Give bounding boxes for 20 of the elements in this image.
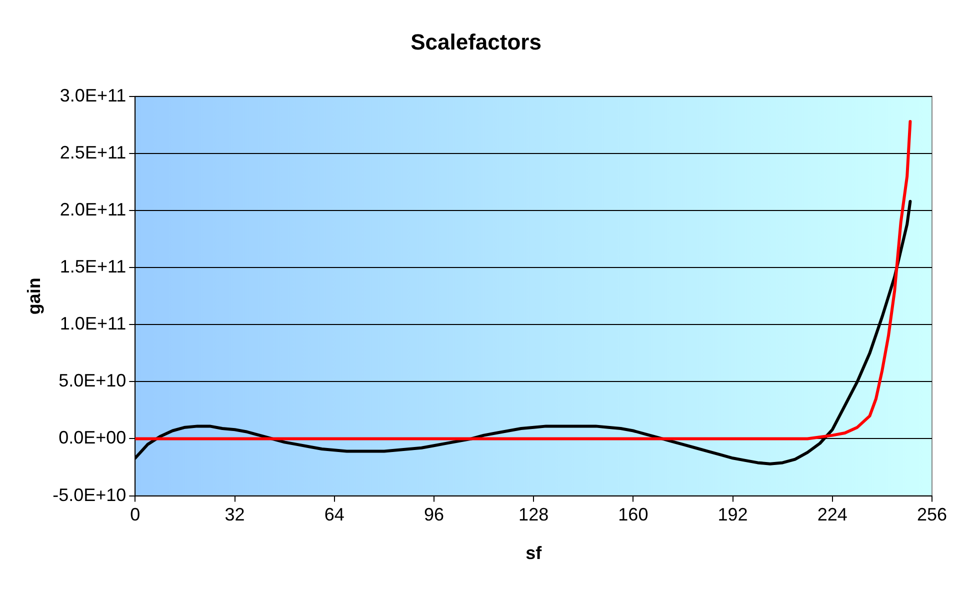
x-tick-label: 0	[130, 504, 140, 525]
y-tick-label: 2.0E+11	[60, 199, 126, 220]
x-tick-label: 192	[718, 504, 748, 525]
x-tick-label: 96	[424, 504, 444, 525]
y-tick-label: 1.5E+11	[60, 256, 126, 277]
x-tick-label: 128	[518, 504, 549, 525]
y-tick-label: -5.0E+10	[52, 484, 126, 505]
x-tick-label: 64	[324, 504, 344, 525]
x-tick-label: 224	[817, 504, 848, 525]
x-tick-label: 32	[224, 504, 245, 525]
chart-title: Scalefactors	[410, 29, 542, 54]
x-tick-label: 160	[618, 504, 648, 525]
y-tick-label: 3.0E+11	[60, 85, 126, 106]
y-tick-label: 5.0E+10	[58, 370, 126, 391]
x-axis-title: sf	[526, 543, 543, 564]
y-tick-label: 1.0E+11	[60, 314, 126, 334]
y-tick-label: 2.5E+11	[60, 142, 126, 162]
y-tick-label: 0.0E+00	[58, 428, 126, 448]
x-tick-label: 256	[916, 504, 948, 525]
y-axis-title: gain	[24, 278, 44, 315]
